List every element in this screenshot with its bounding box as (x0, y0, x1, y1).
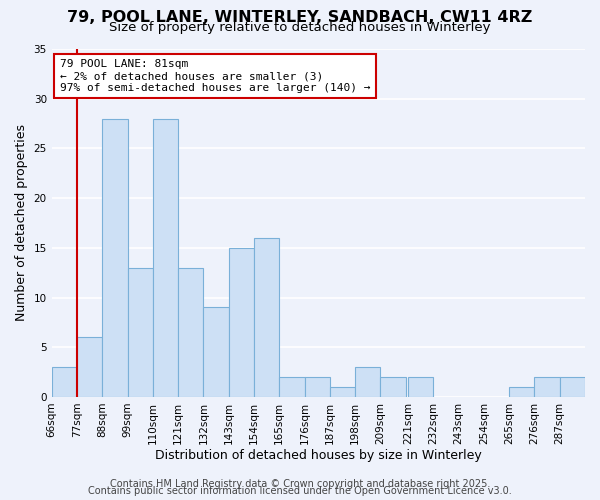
Bar (330, 387, 355, 397)
Bar (203, 308, 229, 397)
Bar (52, 367, 77, 397)
Bar (355, 367, 380, 397)
Bar (509, 387, 535, 397)
Bar (254, 238, 279, 397)
Text: Contains public sector information licensed under the Open Government Licence v3: Contains public sector information licen… (88, 486, 512, 496)
Bar (535, 377, 560, 397)
Bar (305, 377, 330, 397)
Bar (380, 377, 406, 397)
Bar (102, 118, 128, 397)
Bar (279, 377, 305, 397)
Bar (128, 268, 153, 397)
Text: 79, POOL LANE, WINTERLEY, SANDBACH, CW11 4RZ: 79, POOL LANE, WINTERLEY, SANDBACH, CW11… (67, 10, 533, 25)
Text: Contains HM Land Registry data © Crown copyright and database right 2025.: Contains HM Land Registry data © Crown c… (110, 479, 490, 489)
Bar (229, 248, 254, 397)
Bar (153, 118, 178, 397)
Bar (77, 338, 102, 397)
Bar (178, 268, 203, 397)
X-axis label: Distribution of detached houses by size in Winterley: Distribution of detached houses by size … (155, 450, 482, 462)
Bar (560, 377, 585, 397)
Y-axis label: Number of detached properties: Number of detached properties (15, 124, 28, 322)
Bar (408, 377, 433, 397)
Text: Size of property relative to detached houses in Winterley: Size of property relative to detached ho… (109, 21, 491, 34)
Text: 79 POOL LANE: 81sqm
← 2% of detached houses are smaller (3)
97% of semi-detached: 79 POOL LANE: 81sqm ← 2% of detached hou… (59, 60, 370, 92)
